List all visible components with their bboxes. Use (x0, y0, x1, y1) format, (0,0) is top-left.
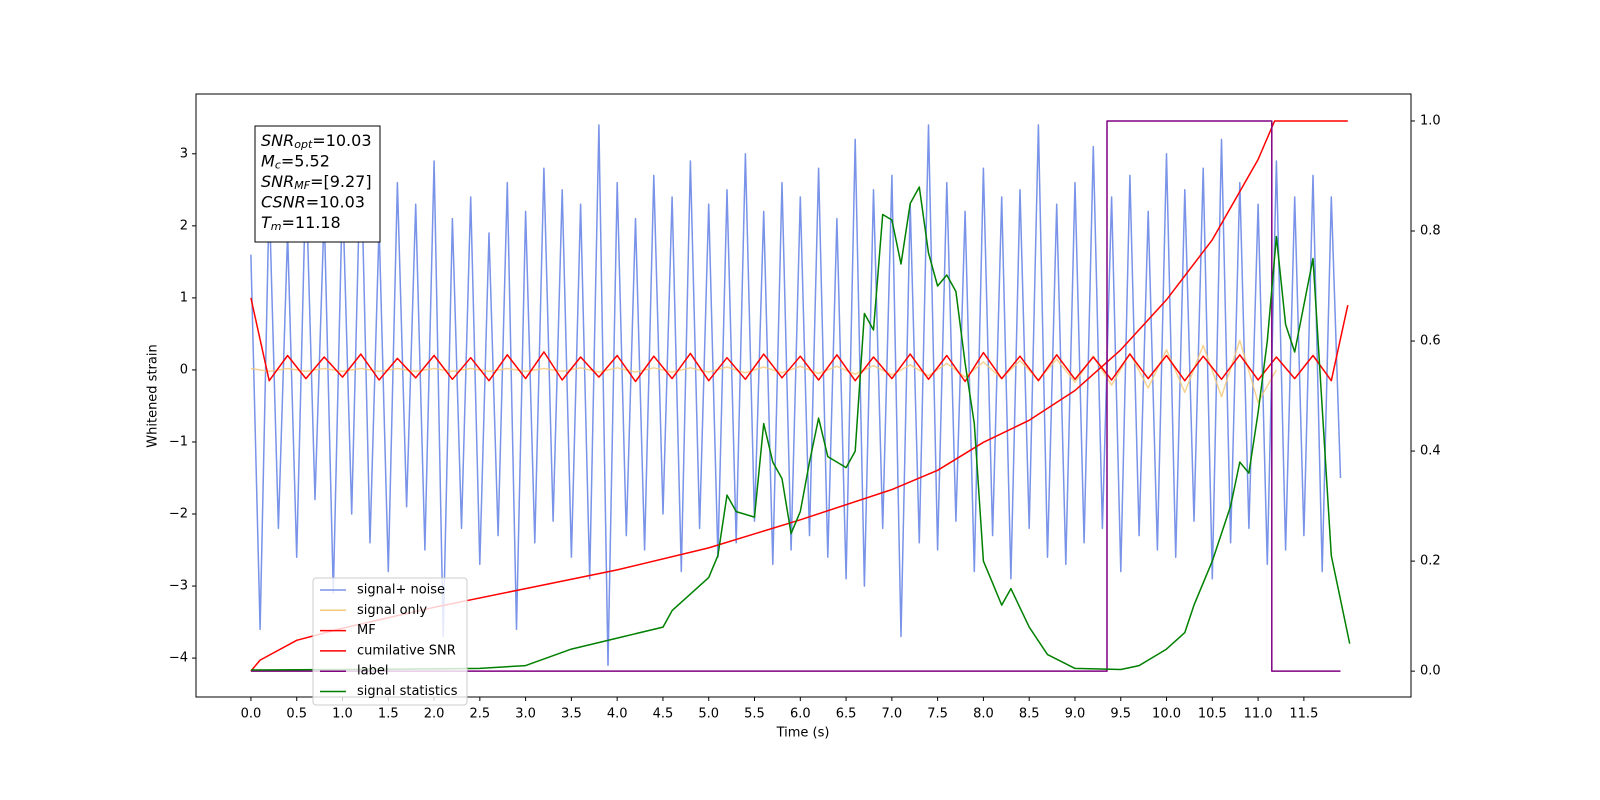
y-tick-label: 2 (180, 218, 188, 233)
y-tick-label: 3 (180, 146, 188, 161)
y-tick-label: −2 (169, 507, 188, 522)
x-tick-label: 0.5 (286, 707, 307, 722)
x-tick-label: 4.0 (607, 707, 628, 722)
annotation-frame (254, 125, 381, 243)
annotation-line: CSNR=10.03 (261, 192, 365, 211)
x-tick-label: 1.0 (332, 707, 353, 722)
y2-tick-label: 0.2 (1420, 554, 1441, 569)
x-tick-label: 2.0 (424, 707, 445, 722)
x-tick-label: 7.5 (927, 707, 948, 722)
x-tick-label: 3.0 (515, 707, 536, 722)
x-tick-label: 7.0 (882, 707, 903, 722)
y-tick-label: 1 (180, 290, 188, 305)
x-tick-label: 10.0 (1152, 707, 1181, 722)
x-tick-label: 8.0 (973, 707, 994, 722)
annotation-subscript: opt (294, 138, 313, 151)
series-line (250, 297, 1349, 383)
annotation-value: =11.18 (282, 213, 341, 232)
x-tick-label: 3.5 (561, 707, 582, 722)
x-tick-label: 5.5 (744, 707, 765, 722)
x-tick-label: 2.5 (469, 707, 490, 722)
x-tick-label: 4.5 (653, 707, 674, 722)
x-tick-label: 6.5 (836, 707, 857, 722)
annotation-symbol: SNR (261, 172, 294, 191)
legend-label: MF (357, 623, 376, 638)
x-tick-label: 10.5 (1198, 707, 1227, 722)
y-tick-label: −4 (169, 651, 188, 666)
annotation-symbol: SNR (261, 131, 294, 150)
series-line (250, 186, 1351, 671)
y-tick-label: −3 (169, 579, 188, 594)
y-tick-label: 0 (180, 362, 188, 377)
annotation-subscript: c (275, 159, 281, 172)
series-line (250, 124, 1342, 667)
x-tick-label: 9.0 (1065, 707, 1086, 722)
annotation-value: =5.52 (281, 151, 330, 170)
annotation-line: Tm=11.18 (261, 213, 341, 234)
y2-tick-label: 0.8 (1420, 223, 1441, 238)
x-axis-label: Time (s) (776, 726, 830, 741)
legend-label: signal statistics (357, 684, 458, 699)
annotation-symbol: T (261, 213, 272, 232)
annotation-symbol: M (261, 151, 275, 170)
x-tick-label: 11.5 (1289, 707, 1318, 722)
legend-label: label (357, 664, 388, 679)
x-tick-label: 6.0 (790, 707, 811, 722)
x-tick-label: 1.5 (378, 707, 399, 722)
annotation-value: =10.03 (312, 131, 371, 150)
series-line (250, 120, 1341, 672)
y2-tick-label: 0.4 (1420, 444, 1441, 459)
annotation-value: =[9.27] (310, 172, 372, 191)
annotation-box: SNRopt=10.03Mc=5.52SNRMF=[9.27]CSNR=10.0… (254, 125, 381, 243)
annotation-symbol: CSNR (261, 192, 306, 211)
x-tick-label: 9.5 (1110, 707, 1131, 722)
annotation-subscript: m (271, 220, 282, 233)
y2-tick-label: 1.0 (1420, 113, 1441, 128)
legend-label: signal only (357, 603, 427, 618)
y2-tick-label: 0.0 (1420, 664, 1441, 679)
x-tick-label: 5.0 (698, 707, 719, 722)
x-tick-label: 11.0 (1244, 707, 1273, 722)
y-axis-label: Whitened strain (146, 344, 161, 447)
annotation-line: Mc=5.52 (261, 151, 330, 172)
legend-frame (312, 577, 468, 706)
legend-label: signal+ noise (357, 583, 445, 598)
annotation-line: SNRMF=[9.27] (261, 172, 372, 193)
legend-label: cumilative SNR (357, 643, 456, 658)
annotation-subscript: MF (294, 179, 310, 192)
y-tick-label: −1 (169, 434, 188, 449)
x-tick-label: 0.0 (241, 707, 262, 722)
legend: signal+ noise signal only MF cumilative SNR… (312, 577, 468, 706)
annotation-value: =10.03 (306, 192, 365, 211)
annotation-line: SNRopt=10.03 (261, 131, 372, 152)
x-tick-label: 8.5 (1019, 707, 1040, 722)
axes-frame (195, 93, 1412, 698)
y2-tick-label: 0.6 (1420, 334, 1441, 349)
